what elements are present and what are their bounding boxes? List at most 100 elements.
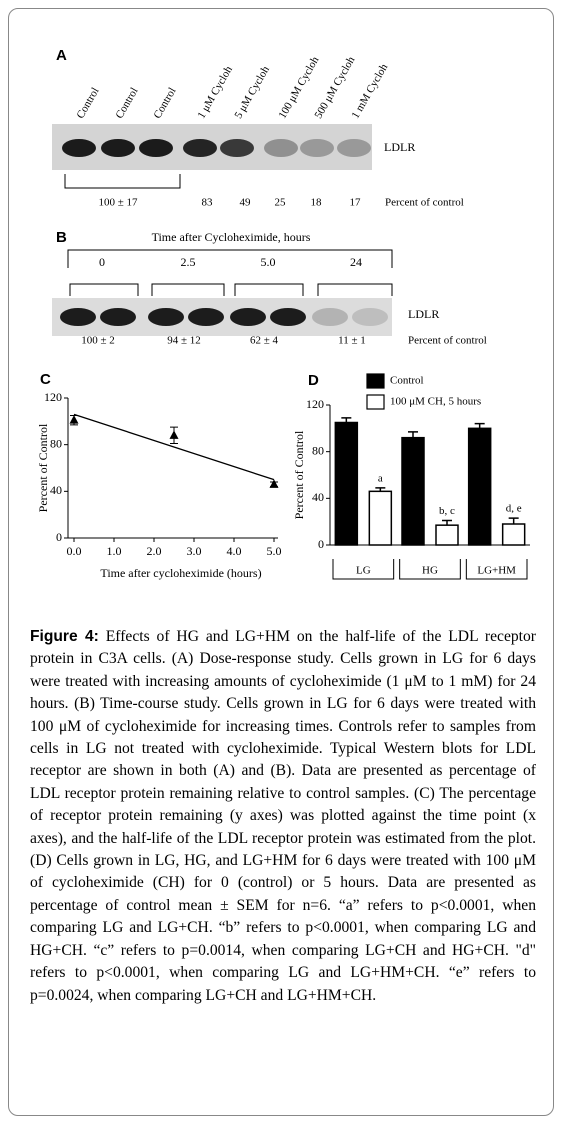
bracket bbox=[151, 283, 225, 296]
band bbox=[60, 308, 96, 326]
frame bbox=[8, 8, 554, 1116]
lane-label: Control bbox=[74, 86, 101, 121]
caption-label: Figure 4: bbox=[30, 628, 99, 645]
percent-row: 100 ± 2 94 ± 12 62 ± 4 11 ± 1 bbox=[81, 335, 366, 347]
percent: 49 bbox=[240, 197, 252, 209]
caption-text: Effects of HG and LG+HM on the half-life… bbox=[30, 628, 536, 1004]
band bbox=[62, 139, 96, 157]
x-tick-label: HG bbox=[422, 565, 438, 577]
band bbox=[270, 308, 306, 326]
error-bar bbox=[508, 517, 519, 524]
percent: 11 ± 1 bbox=[338, 335, 366, 347]
y-tick-label: 0 bbox=[56, 530, 62, 544]
category-bracket bbox=[332, 559, 395, 580]
band bbox=[220, 139, 254, 157]
error-bar bbox=[442, 519, 452, 526]
y-tick-label: 0 bbox=[318, 537, 324, 551]
band bbox=[230, 308, 266, 326]
legend-label: 100 μM CH, 5 hours bbox=[390, 396, 481, 408]
band bbox=[352, 308, 388, 326]
lane-label: Control bbox=[151, 86, 178, 121]
percent: 83 bbox=[202, 197, 214, 209]
category-bracket bbox=[465, 559, 528, 580]
bracket bbox=[317, 283, 393, 296]
lane-label: 1 mM Cycloh bbox=[349, 61, 390, 120]
annotation: a bbox=[378, 472, 383, 484]
blot-label: LDLR bbox=[384, 140, 415, 154]
y-tick-label: 120 bbox=[306, 397, 324, 411]
blot-bands bbox=[62, 139, 371, 157]
point bbox=[169, 430, 179, 439]
legend-swatch bbox=[366, 373, 385, 389]
group-label: 24 bbox=[350, 255, 362, 269]
band bbox=[148, 308, 184, 326]
annotation: d, e bbox=[506, 503, 522, 515]
x-tick-label: 3.0 bbox=[187, 544, 202, 558]
panel-label: D bbox=[308, 372, 319, 389]
y-tick-label: 80 bbox=[50, 436, 62, 450]
percent: 94 ± 12 bbox=[167, 335, 201, 347]
bar bbox=[501, 523, 526, 546]
blot-bands bbox=[60, 308, 388, 326]
band bbox=[101, 139, 135, 157]
blot-label: LDLR bbox=[408, 307, 439, 321]
bracket bbox=[67, 249, 393, 268]
y-tick-label: 80 bbox=[312, 443, 324, 457]
percent: 100 ± 2 bbox=[81, 335, 115, 347]
lane-label: 5 μM Cycloh bbox=[232, 64, 272, 121]
group-label: 2.5 bbox=[181, 255, 196, 269]
x-tick-label: 1.0 bbox=[107, 544, 122, 558]
bar bbox=[467, 427, 492, 546]
lane-label: 1 μM Cycloh bbox=[195, 64, 235, 121]
bracket bbox=[69, 283, 139, 296]
y-axis-label: Percent of Control bbox=[292, 430, 306, 519]
point bbox=[269, 479, 279, 488]
bar bbox=[401, 436, 425, 546]
x-axis-label: Time after cycloheximide (hours) bbox=[100, 566, 261, 580]
percent: 62 ± 4 bbox=[250, 335, 279, 347]
row-label: Percent of control bbox=[385, 197, 464, 209]
legend-swatch bbox=[366, 394, 385, 410]
bar bbox=[368, 490, 393, 546]
band bbox=[183, 139, 217, 157]
annotation: b, c bbox=[439, 505, 455, 517]
caption: Figure 4: Effects of HG and LG+HM on the… bbox=[30, 626, 536, 1007]
band bbox=[264, 139, 298, 157]
band bbox=[337, 139, 371, 157]
bar bbox=[435, 524, 459, 546]
point bbox=[69, 415, 79, 424]
group-label: 0 bbox=[99, 255, 105, 269]
x-tick-label: LG bbox=[356, 565, 371, 577]
band bbox=[139, 139, 173, 157]
panel-title: Time after Cycloheximide, hours bbox=[152, 230, 311, 244]
bracket bbox=[234, 283, 304, 296]
y-tick-label: 40 bbox=[312, 490, 324, 504]
panel-label: C bbox=[40, 371, 51, 388]
group-label: 5.0 bbox=[261, 255, 276, 269]
x-tick-label: 0.0 bbox=[67, 544, 82, 558]
y-axis-label: Percent of Control bbox=[36, 423, 50, 512]
band bbox=[312, 308, 348, 326]
band bbox=[188, 308, 224, 326]
x-tick-label: 4.0 bbox=[227, 544, 242, 558]
charts: C Percent of Control 0 40 80 120 0.0 1.0 2.0 3.0 4… bbox=[36, 371, 530, 580]
group-labels: 0 2.5 5.0 24 bbox=[69, 255, 393, 296]
error-bar bbox=[408, 431, 418, 438]
percent: 25 bbox=[275, 197, 287, 209]
band bbox=[300, 139, 334, 157]
y-tick-label: 120 bbox=[44, 390, 62, 404]
trend-line bbox=[73, 413, 275, 481]
lane-label: Control bbox=[113, 86, 140, 121]
x-tick-label: 5.0 bbox=[267, 544, 282, 558]
bar bbox=[334, 421, 359, 546]
percent: 17 bbox=[350, 197, 362, 209]
legend-label: Control bbox=[390, 375, 424, 387]
x-tick-label: LG+HM bbox=[477, 565, 516, 577]
percent: 18 bbox=[311, 197, 323, 209]
panel-label: A bbox=[56, 47, 67, 64]
band bbox=[100, 308, 136, 326]
error-bar bbox=[341, 417, 352, 423]
bracket bbox=[64, 174, 181, 189]
